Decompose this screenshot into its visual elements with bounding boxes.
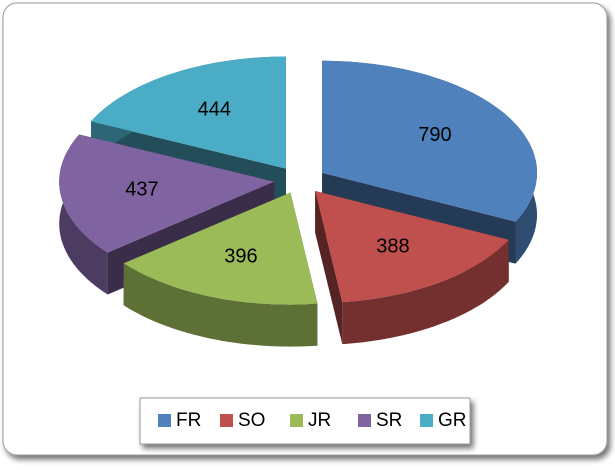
data-label: 444 [198, 98, 231, 120]
data-label: 790 [418, 124, 451, 146]
legend-label: SR [376, 410, 402, 431]
legend-swatch [420, 414, 433, 427]
legend-label: GR [438, 410, 467, 431]
data-label: 396 [224, 245, 257, 267]
legend-swatch [290, 414, 303, 427]
data-label: 388 [376, 236, 409, 258]
pie: 790 388 396 437 444 [59, 56, 537, 347]
slice-wall [123, 263, 318, 347]
legend-swatch [358, 414, 371, 427]
legend-label: SO [238, 410, 265, 431]
slice [91, 56, 286, 169]
legend: FR SO JR SR GR [158, 410, 467, 431]
legend-swatch [220, 414, 233, 427]
slice [59, 134, 275, 253]
slice [315, 191, 509, 303]
slice-side [315, 191, 343, 345]
slice [322, 60, 537, 222]
legend-box [139, 397, 471, 445]
legend-label: FR [176, 410, 201, 431]
legend-label: JR [308, 410, 331, 431]
legend-swatch [158, 414, 171, 427]
data-label: 437 [125, 179, 158, 201]
slice-wall [342, 239, 509, 345]
slice [123, 192, 318, 305]
